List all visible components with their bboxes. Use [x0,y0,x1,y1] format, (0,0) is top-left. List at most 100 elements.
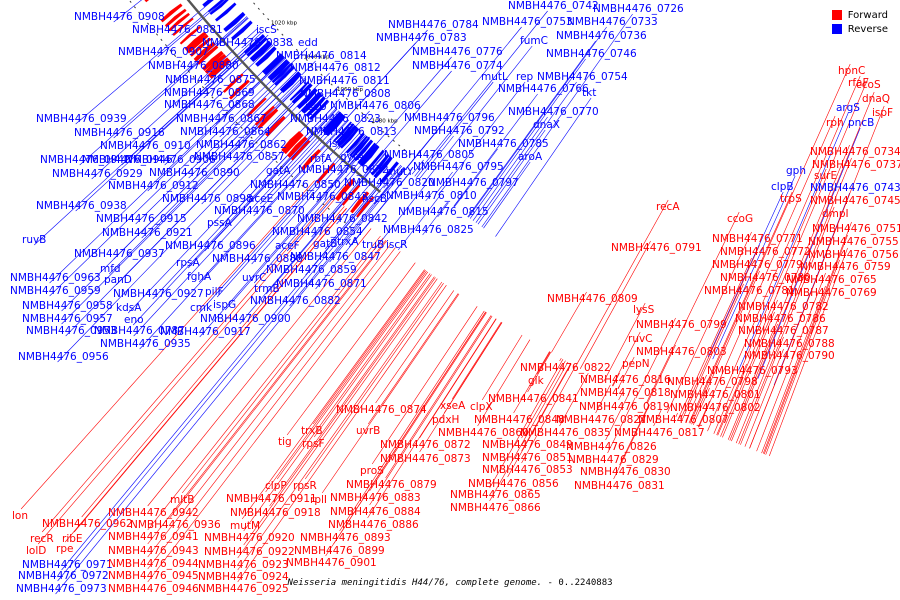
reverse-guide-line [216,132,364,298]
forward-guide-line [735,157,852,444]
forward-gene-label: NMBH4476_0918 [230,507,321,519]
reverse-gene-label: NMBH4476_0939 [36,113,127,125]
reverse-guide-line [314,72,330,89]
forward-gene-label: NMBH4476_0737 [812,159,900,171]
forward-guide-line [536,351,551,375]
reverse-guide-line [141,76,304,239]
reverse-gene [337,125,358,147]
forward-guide-line [611,331,641,387]
tick-ring-0 [250,0,412,156]
forward-gene-label: NMBH4476_0924 [198,571,289,583]
reverse-guide-line [453,187,468,207]
reverse-gene [373,156,393,179]
forward-gene-label: NMBH4476_0841 [488,393,579,405]
reverse-gene-label: NMBH4476_0871 [276,278,367,290]
reverse-guide-line [57,164,402,582]
reverse-gene [214,2,237,22]
reverse-gene-label: NMBH4476_0854 [272,226,363,238]
label-guide-lines [20,0,885,595]
forward-guide-line [286,262,416,436]
forward-gene-label: NMBH4476_0786 [735,313,826,325]
forward-guide-line [276,271,429,480]
forward-gene-label: NMBH4476_0801 [670,389,761,401]
forward-guide-line [369,312,487,492]
forward-guide-line [761,285,826,454]
reverse-gene-label: NMBH4476_0946 [82,154,173,166]
reverse-gene-label: NMBH4476_0870 [214,205,305,217]
reverse-guide-line [253,143,376,284]
forward-gene-label: rplI [310,494,327,506]
reverse-guide-line [224,140,373,311]
reverse-gene-label: NMBH4476_0898 [162,193,253,205]
forward-gene-label: NMBH4476_0835 [520,427,611,439]
forward-guide-line [419,318,497,439]
forward-gene-label: NMBH4476_0807 [638,414,729,426]
forward-gene-label: NMBH4476_0817 [614,427,705,439]
reverse-guide-line [188,70,298,179]
forward-guide-line [507,363,572,478]
forward-gene [341,184,361,206]
reverse-gene-label: NMBH4476_0958 [22,300,113,312]
legend-item-forward: Forward [831,8,888,22]
reverse-gene [267,59,288,79]
reverse-guide-line [33,34,264,246]
forward-guide-line [241,269,425,520]
forward-gene-label: NMBH4476_0793 [707,365,798,377]
reverse-gene-label: NMBH4476_0963 [10,272,101,284]
forward-guide-line [513,351,550,414]
reverse-gene-label: NMBH4476_0938 [36,200,127,212]
forward-guide-line [698,115,836,428]
reverse-gene-label: NMBH4476_0842 [297,213,388,225]
forward-guide-line [147,228,372,507]
reverse-gene-label: NMBH4476_0868 [164,99,255,111]
forward-gene-label: NMBH4476_0925 [198,583,289,595]
forward-gene-label: NMBH4476_0809 [547,293,638,305]
reverse-guide-line [326,85,339,100]
forward-gene-label: NMBH4476_0780 [720,272,811,284]
forward-gene-label: NMBH4476_0829 [568,454,659,466]
forward-guide-line [521,360,566,439]
reverse-gene [300,91,321,113]
forward-gene [184,31,207,52]
forward-gene-label: recR [30,533,54,545]
reverse-gene-label: NMBH4476_0847 [290,251,381,263]
reverse-gene-label: NMBH4476_0908 [74,11,165,23]
forward-gene-label: NMBH4476_0755 [808,236,899,248]
forward-guide-line [304,283,444,480]
reverse-gene-label: dnaX [533,119,560,131]
reverse-guide-line [405,122,444,170]
reverse-gene-label: NMBH4476_0862 [196,139,287,151]
forward-guide-line [313,274,432,438]
reverse-gene-label: NMBH4476_0921 [102,227,193,239]
forward-gene [283,132,304,155]
forward-guide-line [579,240,651,369]
reverse-guide-line [477,129,546,225]
forward-gene-label: dmpI [822,208,849,220]
forward-gene-label: NMBH4476_0782 [738,301,829,313]
forward-guide-line [717,77,869,436]
reverse-gene-label: mfd [100,263,121,275]
reverse-guide-line [383,70,452,151]
reverse-guide-line [435,171,453,194]
forward-gene-label: rpe [56,543,73,555]
reverse-gene-label: NMBH4476_0726 [593,3,684,15]
reverse-gene-label: NMBH4476_0881 [132,24,223,36]
reverse-gene [249,40,271,60]
forward-guide-line [653,410,662,427]
forward-gene-label: NMBH4476_0816 [580,374,671,386]
forward-gene-label: NMBH4476_0751 [812,223,900,235]
reverse-gene [305,96,326,118]
reverse-gene-label: clpB [771,181,794,193]
forward-gene [190,37,212,57]
forward-guide-line [339,310,485,532]
reverse-gene-label: aceE [248,193,273,205]
forward-guide-line [559,358,562,362]
reverse-gene-label: hscB [362,193,387,205]
forward-gene-label: ccoG [727,213,753,225]
forward-guide-line [367,318,497,519]
reverse-gene-label: NMBH4476_0859 [266,264,357,276]
reverse-guide-line [49,56,285,284]
forward-gene-label: NMBH4476_0866 [450,502,541,514]
reverse-gene-label: NMBH4476_0857 [194,151,285,163]
forward-guide-line [147,247,396,570]
